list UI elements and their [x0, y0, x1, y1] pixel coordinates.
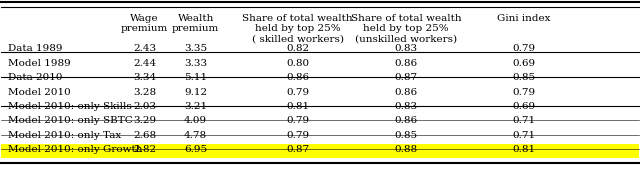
Text: 2.44: 2.44 — [133, 59, 156, 68]
Text: 2.82: 2.82 — [133, 145, 156, 154]
Text: 3.33: 3.33 — [184, 59, 207, 68]
Text: 3.34: 3.34 — [133, 73, 156, 82]
FancyBboxPatch shape — [164, 144, 228, 158]
Text: Data 2010: Data 2010 — [8, 73, 62, 82]
Text: 9.12: 9.12 — [184, 88, 207, 96]
Text: 0.87: 0.87 — [394, 73, 417, 82]
Text: 0.79: 0.79 — [513, 88, 536, 96]
Text: 0.79: 0.79 — [286, 131, 309, 140]
Text: Gini index: Gini index — [497, 14, 550, 23]
Text: 0.81: 0.81 — [286, 102, 309, 111]
Text: Share of total wealth
held by top 25%
(unskilled workers): Share of total wealth held by top 25% (u… — [351, 14, 461, 43]
Text: 0.83: 0.83 — [394, 102, 417, 111]
Text: 0.69: 0.69 — [513, 102, 536, 111]
Text: Model 2010: only Tax: Model 2010: only Tax — [8, 131, 121, 140]
Text: 2.03: 2.03 — [133, 102, 156, 111]
Text: Model 1989: Model 1989 — [8, 59, 70, 68]
Text: 6.95: 6.95 — [184, 145, 207, 154]
Text: 0.86: 0.86 — [286, 73, 309, 82]
Text: 0.71: 0.71 — [513, 116, 536, 125]
FancyBboxPatch shape — [492, 144, 556, 158]
Text: 2.43: 2.43 — [133, 44, 156, 53]
Text: Share of total wealth
held by top 25%
( skilled workers): Share of total wealth held by top 25% ( … — [243, 14, 353, 43]
Text: 0.81: 0.81 — [513, 145, 536, 154]
Text: 0.85: 0.85 — [513, 73, 536, 82]
Text: 3.29: 3.29 — [133, 116, 156, 125]
Text: 0.79: 0.79 — [513, 44, 536, 53]
Text: 0.82: 0.82 — [286, 44, 309, 53]
Text: 0.86: 0.86 — [394, 59, 417, 68]
Text: 0.86: 0.86 — [394, 88, 417, 96]
Text: 0.88: 0.88 — [394, 145, 417, 154]
Text: 2.68: 2.68 — [133, 131, 156, 140]
FancyBboxPatch shape — [1, 144, 639, 158]
Text: 3.28: 3.28 — [133, 88, 156, 96]
Text: 5.11: 5.11 — [184, 73, 207, 82]
Text: 0.86: 0.86 — [394, 116, 417, 125]
Text: Model 2010: only Growth: Model 2010: only Growth — [8, 145, 142, 154]
Text: Model 2010: Model 2010 — [8, 88, 70, 96]
Text: 3.35: 3.35 — [184, 44, 207, 53]
Text: 0.71: 0.71 — [513, 131, 536, 140]
Text: 3.21: 3.21 — [184, 102, 207, 111]
Text: 4.78: 4.78 — [184, 131, 207, 140]
Text: 0.69: 0.69 — [513, 59, 536, 68]
Text: Wage
premium: Wage premium — [121, 14, 168, 33]
Text: Data 1989: Data 1989 — [8, 44, 62, 53]
Text: 0.85: 0.85 — [394, 131, 417, 140]
Text: 4.09: 4.09 — [184, 116, 207, 125]
Text: Model 2010: only Skills: Model 2010: only Skills — [8, 102, 131, 111]
Text: 0.87: 0.87 — [286, 145, 309, 154]
Text: Wealth
premium: Wealth premium — [172, 14, 220, 33]
Text: Model 2010: only SBTC: Model 2010: only SBTC — [8, 116, 132, 125]
Text: 0.79: 0.79 — [286, 116, 309, 125]
Text: 0.79: 0.79 — [286, 88, 309, 96]
Text: 0.83: 0.83 — [394, 44, 417, 53]
Text: 0.80: 0.80 — [286, 59, 309, 68]
